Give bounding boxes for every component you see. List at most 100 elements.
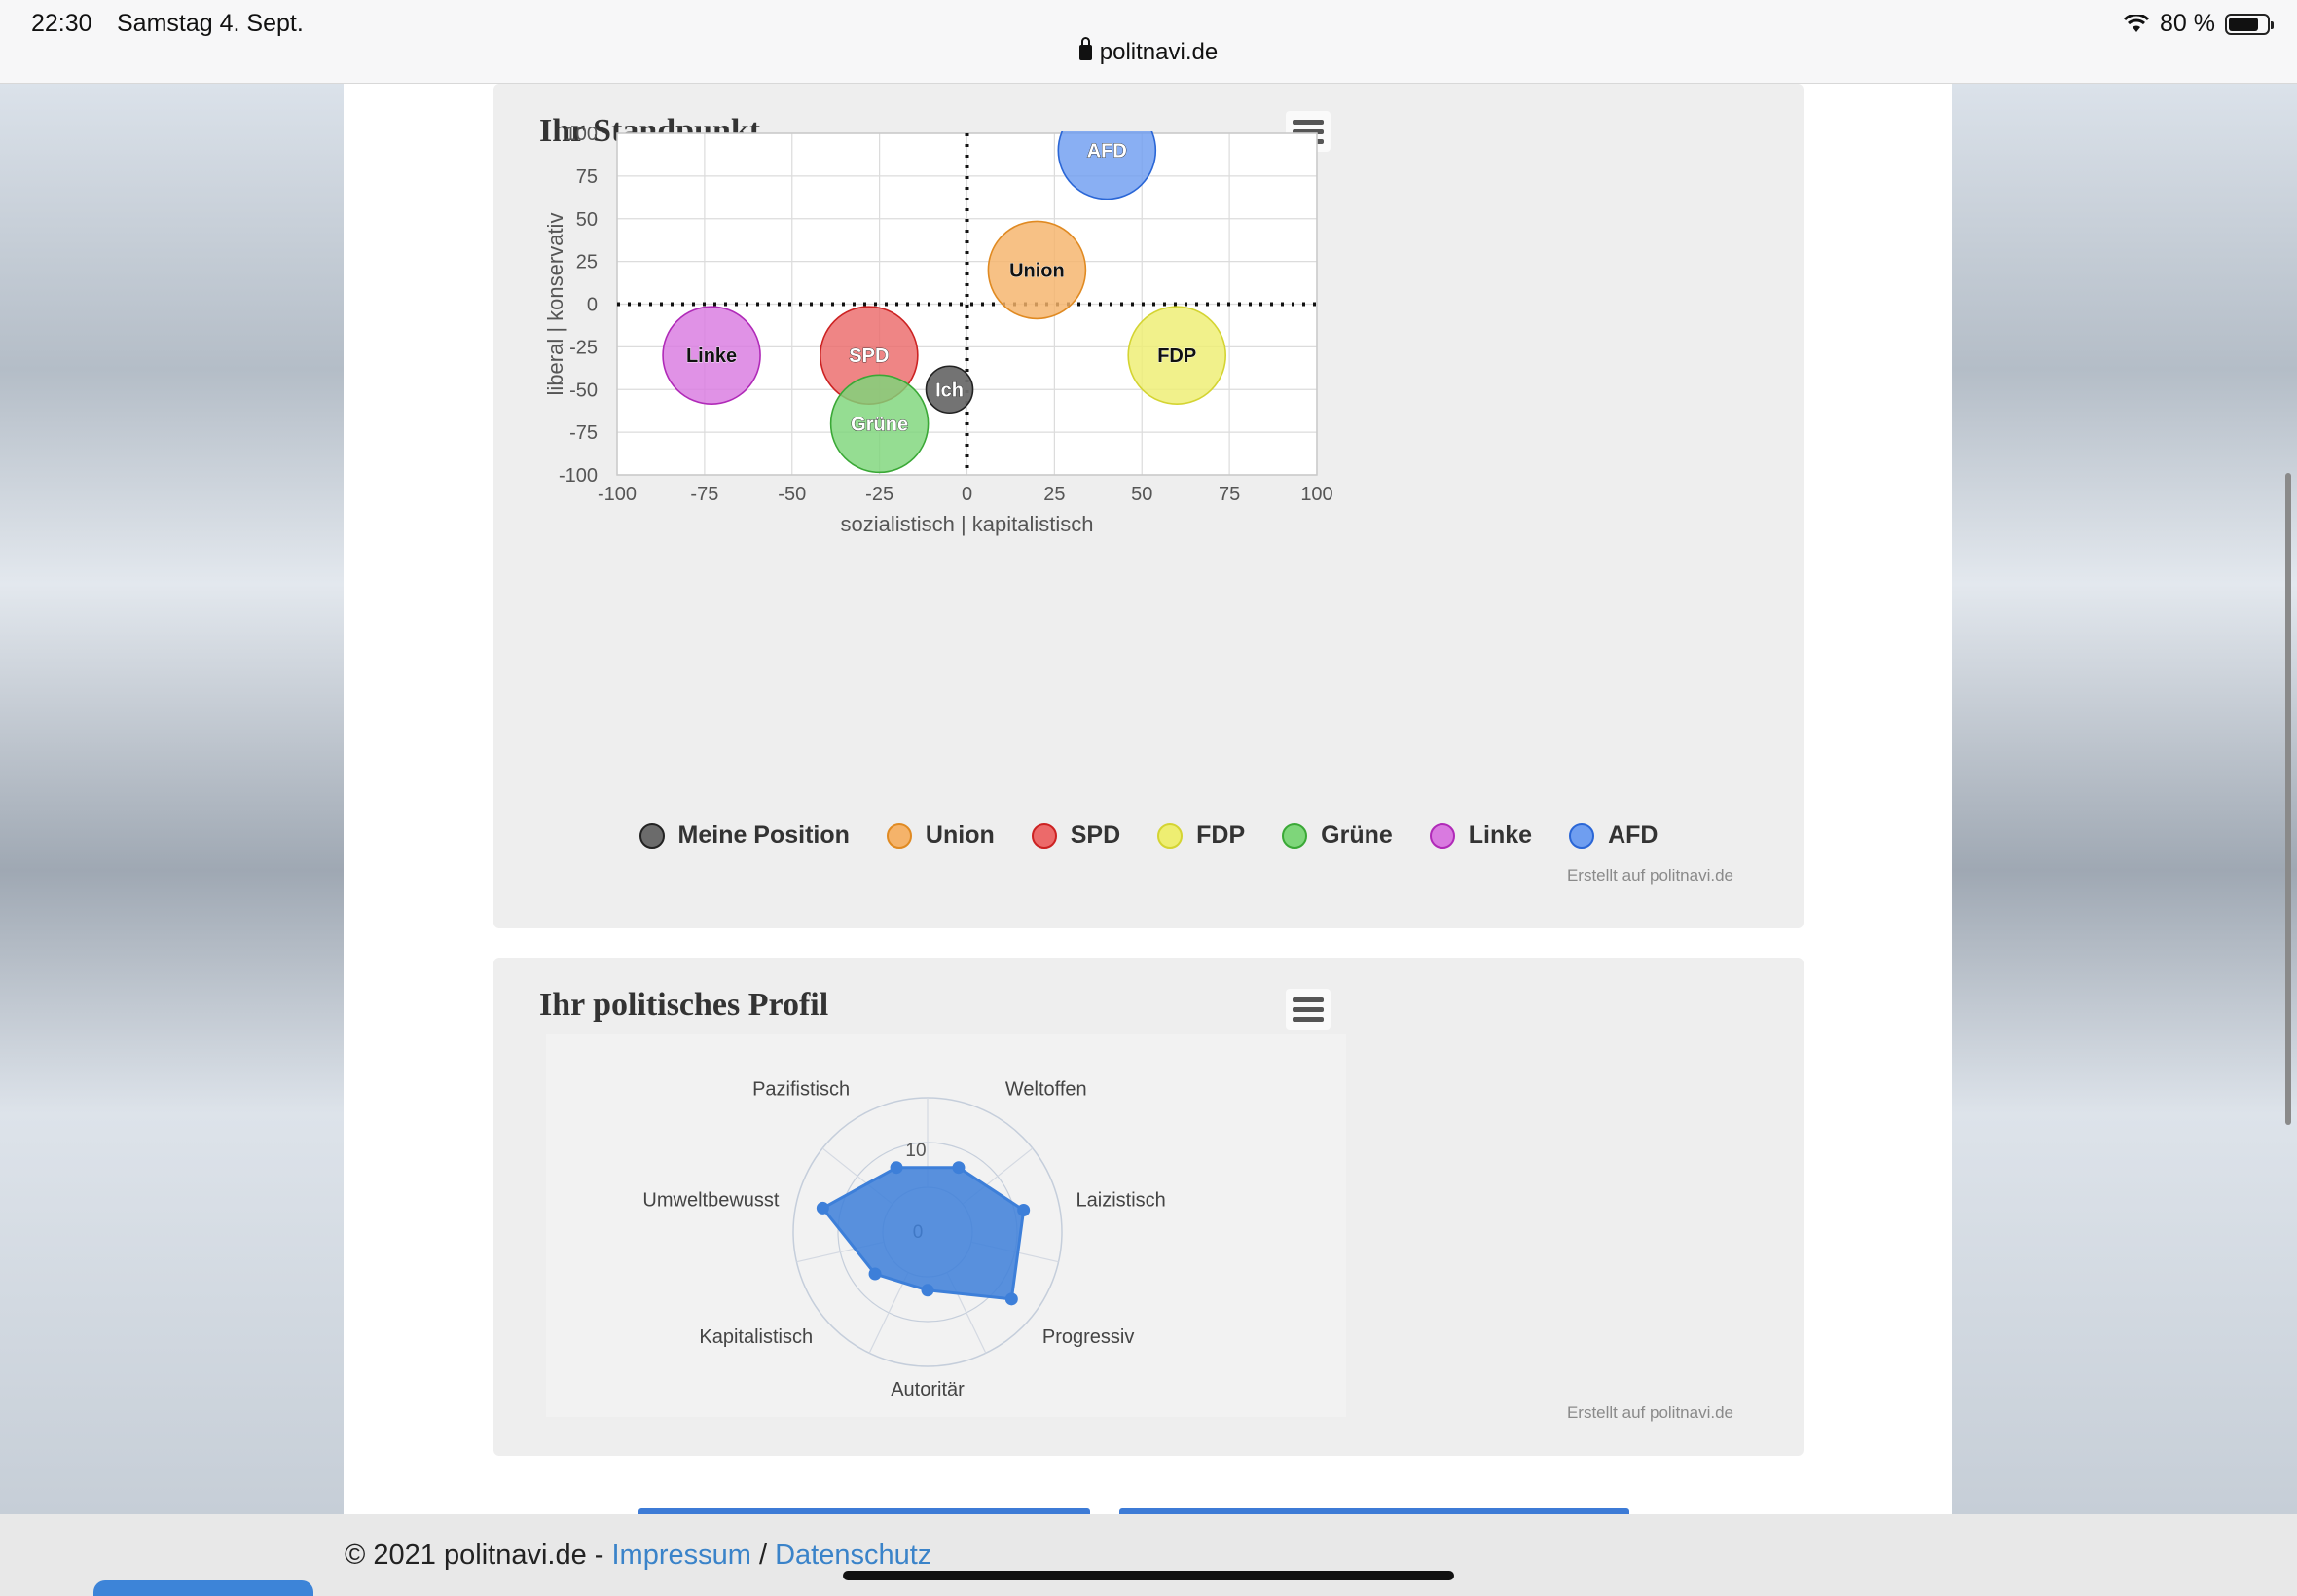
x-tick-label: 0	[962, 484, 972, 505]
legend-swatch	[1569, 822, 1595, 849]
bubble-label: SPD	[849, 345, 889, 367]
legend-item[interactable]: Union	[886, 821, 995, 850]
x-tick-label: -25	[865, 484, 893, 505]
bubble-label: AFD	[1087, 141, 1127, 163]
y-tick-label: 50	[576, 209, 598, 231]
legend-item[interactable]: Grüne	[1282, 821, 1393, 850]
menu-bar-icon	[1293, 119, 1324, 125]
credit-text[interactable]: Erstellt auf politnavi.de	[1566, 1403, 1733, 1422]
x-tick-label: 25	[1043, 484, 1065, 505]
bubble-point[interactable]	[829, 374, 930, 474]
radar-spoke	[868, 1272, 909, 1354]
home-indicator[interactable]	[843, 1571, 1454, 1580]
radar-series-area	[820, 1166, 1026, 1301]
x-axis-label: sozialistisch | kapitalistisch	[840, 512, 1093, 536]
menu-bar-icon	[1293, 1006, 1324, 1012]
scrollbar[interactable]	[2285, 473, 2291, 1125]
lock-icon	[1078, 37, 1092, 60]
url-text: politnavi.de	[1099, 39, 1219, 65]
impressum-link[interactable]: Impressum	[611, 1540, 751, 1571]
datenschutz-link[interactable]: Datenschutz	[775, 1540, 932, 1571]
bubble-point[interactable]	[662, 306, 761, 405]
battery-cap	[2271, 20, 2274, 29]
bubble-point[interactable]	[1127, 306, 1227, 405]
legend-swatch	[1282, 822, 1308, 849]
radar-point[interactable]	[868, 1267, 882, 1281]
x-tick-label: -75	[690, 484, 718, 505]
legend-label: Grüne	[1321, 821, 1393, 849]
radar-axis-label: Laizistisch	[1076, 1189, 1166, 1211]
radar-axis-label: Kapitalistisch	[699, 1326, 813, 1348]
profil-chart-card: Ihr politisches Profil Weltoffen Laizisti…	[493, 958, 1804, 1456]
status-bar: 22:30 Samstag 4. Sept. 80 % politnavi.de	[0, 0, 2297, 84]
page-content: Ihr Standpunkt -100 -75 -50 -25 0 25 50 75 100 10…	[344, 84, 1952, 1514]
legend-item[interactable]: FDP	[1157, 821, 1245, 850]
address-bar[interactable]: politnavi.de	[0, 37, 2297, 66]
legend-item[interactable]: AFD	[1569, 821, 1658, 850]
x-tick-label: 50	[1131, 484, 1152, 505]
x-tick-label: 75	[1219, 484, 1240, 505]
legend-swatch	[1429, 822, 1455, 849]
legend-label: SPD	[1070, 821, 1121, 849]
radar-axis-label: Weltoffen	[1005, 1079, 1087, 1101]
bubble-chart: -100 -75 -50 -25 0 25 50 75 100 100 75 50 25 0 -25 -50 -…	[543, 102, 1333, 536]
menu-bar-icon	[1293, 1016, 1324, 1022]
legend-item[interactable]: Linke	[1429, 821, 1533, 850]
battery-percent: 80 %	[2160, 10, 2215, 37]
x-tick-label: 100	[1300, 484, 1332, 505]
status-time: 22:30	[31, 10, 92, 37]
bubble-label: Union	[1009, 260, 1065, 281]
radar-point[interactable]	[890, 1161, 903, 1175]
copyright: © 2021 politnavi.de -	[345, 1540, 612, 1571]
radar-point[interactable]	[816, 1201, 829, 1215]
radar-axis-label: Autoritär	[891, 1379, 965, 1400]
radar-point[interactable]	[1004, 1292, 1018, 1306]
credit-text[interactable]: Erstellt auf politnavi.de	[1566, 866, 1733, 885]
legend-swatch	[638, 822, 665, 849]
y-axis-label: liberal | konservativ	[543, 213, 567, 396]
radar-axis-label: Pazifistisch	[752, 1079, 850, 1101]
floating-button[interactable]	[93, 1580, 313, 1596]
bubble-label: Ich	[935, 380, 964, 401]
footer: © 2021 politnavi.de - Impressum / Datens…	[0, 1514, 2297, 1596]
battery-icon	[2225, 13, 2274, 35]
y-tick-label: -75	[569, 422, 598, 444]
radar-axis-label: Progressiv	[1042, 1326, 1134, 1348]
bubble-group: Union SPD FDP Grüne Linke AFD Ich	[662, 102, 1227, 474]
footer-separator: /	[750, 1540, 776, 1571]
status-date: Samstag 4. Sept.	[117, 10, 304, 37]
legend-swatch	[1157, 822, 1184, 849]
action-button[interactable]	[1119, 1508, 1629, 1514]
menu-bar-icon	[1293, 997, 1324, 1002]
x-tick-label: -100	[598, 484, 637, 505]
legend-swatch	[886, 822, 912, 849]
chart-title: Ihr politisches Profil	[539, 987, 829, 1023]
chart-legend: Meine Position Union SPD FDP Grüne Linke AFD	[493, 821, 1804, 850]
chart-menu-button[interactable]	[1286, 989, 1331, 1030]
y-tick-label: 75	[576, 166, 598, 188]
bubble-point[interactable]	[1057, 102, 1157, 200]
battery-fill	[2229, 17, 2259, 31]
radar-point[interactable]	[921, 1284, 934, 1297]
background-right	[1952, 84, 2297, 1514]
bubble-label: Grüne	[851, 414, 908, 435]
legend-label: AFD	[1608, 821, 1659, 849]
legend-item[interactable]: SPD	[1031, 821, 1121, 850]
x-tick-label: -50	[778, 484, 806, 505]
bubble-label: Linke	[686, 345, 737, 367]
footer-text: © 2021 politnavi.de - Impressum / Datens…	[345, 1540, 931, 1572]
legend-label: Linke	[1468, 821, 1533, 849]
legend-label: Union	[925, 821, 995, 849]
y-tick-label: 0	[587, 295, 598, 316]
action-button[interactable]	[638, 1508, 1090, 1514]
legend-item[interactable]: Meine Position	[638, 821, 850, 850]
radar-point[interactable]	[1017, 1203, 1031, 1216]
radar-point[interactable]	[952, 1161, 966, 1175]
y-tick-label: 100	[565, 124, 598, 145]
legend-label: Meine Position	[677, 821, 850, 849]
bubble-point[interactable]	[987, 220, 1087, 320]
radar-chart: Weltoffen Laizistisch Progressiv Autoritär K…	[546, 1034, 1346, 1417]
bubble-point[interactable]	[925, 365, 974, 415]
y-tick-label: 25	[576, 252, 598, 273]
status-indicators: 80 %	[2123, 10, 2274, 38]
